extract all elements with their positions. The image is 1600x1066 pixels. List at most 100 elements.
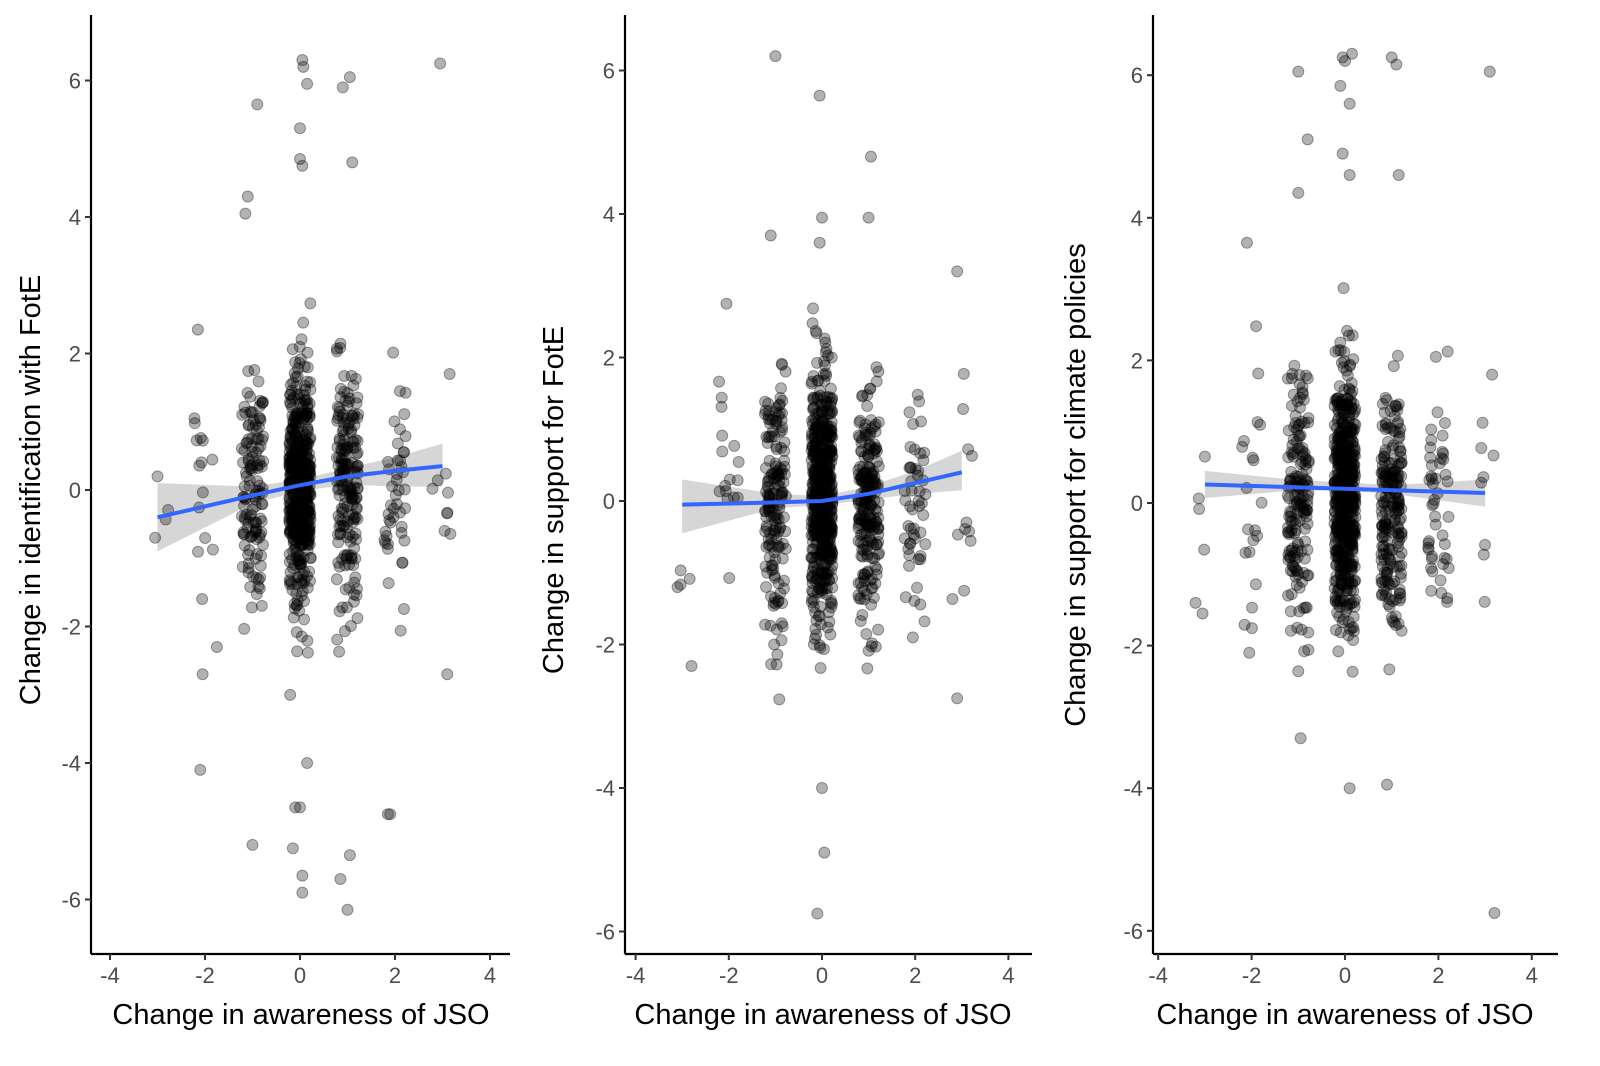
data-point [350,448,363,461]
data-point [819,346,832,359]
data-point [764,229,777,242]
data-point [293,558,306,571]
data-point [295,451,308,464]
data-point [814,385,827,398]
data-point [300,407,313,420]
data-point [768,430,781,443]
data-point [301,570,314,583]
data-point [1345,564,1358,577]
data-point [298,529,311,542]
data-point [338,369,351,382]
data-point [1478,538,1491,551]
data-point [238,499,251,512]
data-point [301,492,314,505]
data-point [300,519,313,532]
data-point [807,474,820,487]
data-point [297,412,310,425]
data-point [809,422,822,435]
data-point [779,542,792,555]
data-point [193,459,206,472]
data-point [288,506,301,519]
x-tick-label: 2 [909,963,921,988]
data-point [1292,65,1305,78]
data-point [389,489,402,502]
data-point [294,489,307,502]
data-point [805,551,818,564]
data-point [1299,535,1312,548]
data-point [1475,476,1488,489]
data-point [194,763,207,776]
data-point [441,507,454,520]
y-tick-label: -4 [595,776,615,801]
data-point [396,556,409,569]
data-point [441,506,454,519]
data-point [1298,417,1311,430]
data-point [206,453,219,466]
y-tick-label: 0 [1131,491,1143,516]
data-point [291,599,304,612]
data-point [805,454,818,467]
data-point [814,441,827,454]
data-point [811,486,824,499]
data-point [295,488,308,501]
data-point [824,520,837,533]
data-point [347,559,360,572]
data-point [342,395,355,408]
data-point [770,465,783,478]
x-tick-label: 4 [1002,963,1014,988]
data-point [292,435,305,448]
data-point [257,455,270,468]
data-point [822,480,835,493]
data-point [291,514,304,527]
y-tick-label: 0 [603,489,615,514]
data-point [763,551,776,564]
data-point [1376,525,1389,538]
data-point [767,472,780,485]
data-point [821,349,834,362]
data-point [810,628,823,641]
data-point [813,639,826,652]
data-point [285,454,298,467]
data-point [301,515,314,528]
data-point [238,528,251,541]
data-point [302,530,315,543]
data-point [299,486,312,499]
data-point [296,458,309,471]
data-point [811,472,824,485]
data-point [816,466,829,479]
data-point [346,516,359,529]
data-point [253,400,266,413]
data-point [806,440,819,453]
data-point [382,455,395,468]
data-point [247,516,260,529]
data-point [806,572,819,585]
data-point [285,464,298,477]
data-point [347,441,360,454]
data-point [303,509,316,522]
data-point [294,505,307,518]
data-point [807,594,820,607]
data-point [284,462,297,475]
data-point [285,503,298,516]
data-point [814,545,827,558]
data-point [289,514,302,527]
data-point [291,500,304,513]
data-point [304,507,317,520]
data-point [293,462,306,475]
ci-band-layer [682,450,962,534]
data-point [809,324,822,337]
data-point [289,801,302,814]
data-point [776,424,789,437]
data-point [343,849,356,862]
data-point [285,509,298,522]
data-point [814,618,827,631]
data-point [286,459,299,472]
data-point [298,491,311,504]
data-point [287,533,300,546]
data-point [808,562,821,575]
data-point [1333,380,1346,393]
data-point [810,572,823,585]
data-point [288,512,301,525]
data-point [777,537,790,550]
data-point [806,477,819,490]
